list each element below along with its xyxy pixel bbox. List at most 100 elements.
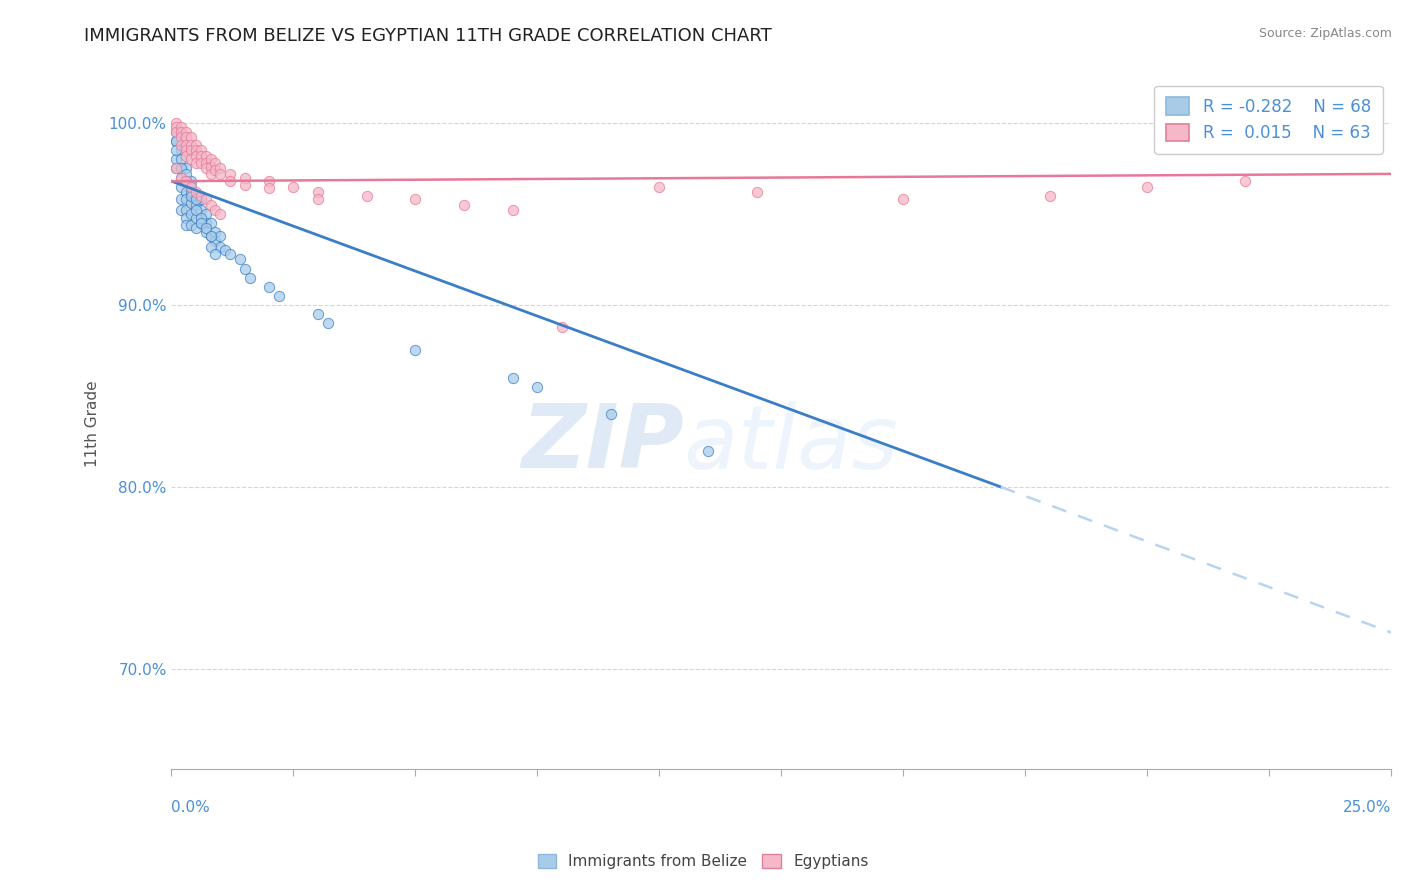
Point	[257, 174, 280, 188]
Point	[184, 156, 207, 170]
Point	[184, 193, 207, 207]
Text: Source: ZipAtlas.com: Source: ZipAtlas.com	[1258, 27, 1392, 40]
Point	[170, 130, 193, 145]
Point	[180, 218, 202, 232]
Text: 25.0%: 25.0%	[1343, 799, 1391, 814]
Point	[174, 130, 197, 145]
Point	[1136, 179, 1159, 194]
Point	[184, 149, 207, 163]
Point	[180, 153, 202, 167]
Point	[404, 193, 426, 207]
Point	[257, 279, 280, 293]
Point	[233, 170, 256, 185]
Text: 0.0%: 0.0%	[172, 799, 211, 814]
Point	[180, 130, 202, 145]
Point	[526, 380, 548, 394]
Point	[184, 198, 207, 212]
Point	[174, 174, 197, 188]
Point	[453, 198, 475, 212]
Point	[174, 193, 197, 207]
Point	[194, 207, 217, 221]
Point	[209, 228, 232, 243]
Point	[200, 228, 222, 243]
Point	[551, 319, 574, 334]
Point	[184, 143, 207, 157]
Point	[180, 143, 202, 157]
Point	[190, 216, 212, 230]
Point	[233, 178, 256, 192]
Point	[165, 134, 187, 148]
Point	[174, 211, 197, 225]
Point	[165, 125, 187, 139]
Point	[190, 149, 212, 163]
Point	[194, 216, 217, 230]
Point	[174, 174, 197, 188]
Point	[174, 143, 197, 157]
Point	[165, 161, 187, 176]
Point	[174, 161, 197, 176]
Point	[238, 270, 260, 285]
Point	[180, 179, 202, 194]
Point	[267, 289, 290, 303]
Point	[180, 137, 202, 152]
Point	[257, 181, 280, 195]
Point	[184, 185, 207, 199]
Point	[180, 174, 202, 188]
Point	[200, 240, 222, 254]
Point	[194, 193, 217, 207]
Point	[283, 179, 305, 194]
Point	[180, 179, 202, 194]
Point	[190, 216, 212, 230]
Point	[200, 216, 222, 230]
Point	[165, 161, 187, 176]
Point	[184, 188, 207, 202]
Point	[502, 203, 524, 218]
Point	[233, 261, 256, 276]
Point	[180, 207, 202, 221]
Point	[170, 120, 193, 134]
Point	[174, 167, 197, 181]
Point	[194, 221, 217, 235]
Point	[316, 316, 339, 330]
Point	[891, 193, 914, 207]
Point	[209, 161, 232, 176]
Point	[165, 134, 187, 148]
Point	[194, 149, 217, 163]
Point	[219, 247, 242, 261]
Point	[209, 167, 232, 181]
Point	[184, 203, 207, 218]
Point	[165, 116, 187, 130]
Point	[214, 244, 236, 258]
Point	[165, 153, 187, 167]
Point	[165, 120, 187, 134]
Point	[190, 156, 212, 170]
Point	[184, 211, 207, 225]
Text: atlas: atlas	[683, 401, 898, 487]
Legend: Immigrants from Belize, Egyptians: Immigrants from Belize, Egyptians	[531, 848, 875, 875]
Point	[204, 247, 226, 261]
Point	[170, 153, 193, 167]
Point	[209, 240, 232, 254]
Point	[1038, 188, 1060, 202]
Point	[170, 170, 193, 185]
Point	[165, 125, 187, 139]
Point	[204, 234, 226, 248]
Point	[174, 218, 197, 232]
Point	[190, 193, 212, 207]
Point	[209, 207, 232, 221]
Point	[204, 203, 226, 218]
Text: IMMIGRANTS FROM BELIZE VS EGYPTIAN 11TH GRADE CORRELATION CHART: IMMIGRANTS FROM BELIZE VS EGYPTIAN 11TH …	[84, 27, 772, 45]
Point	[174, 149, 197, 163]
Point	[356, 188, 378, 202]
Point	[200, 198, 222, 212]
Point	[170, 125, 193, 139]
Point	[180, 196, 202, 211]
Point	[174, 203, 197, 218]
Point	[204, 225, 226, 239]
Point	[194, 161, 217, 176]
Point	[194, 225, 217, 239]
Point	[200, 153, 222, 167]
Point	[190, 203, 212, 218]
Point	[219, 167, 242, 181]
Point	[200, 228, 222, 243]
